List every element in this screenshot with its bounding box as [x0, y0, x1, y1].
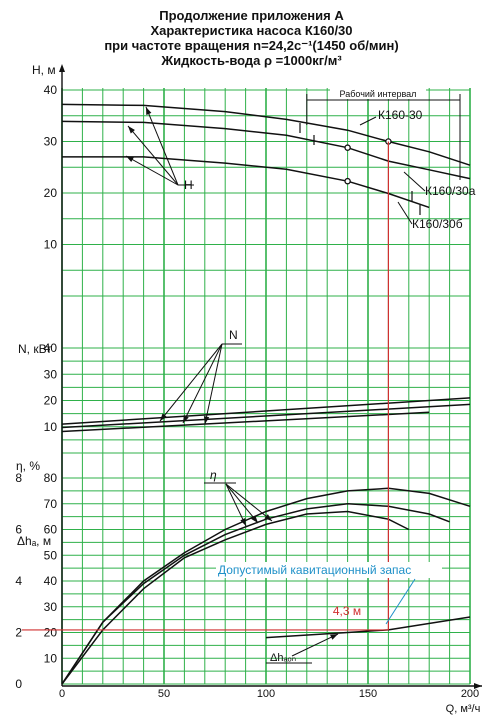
y-tick-label-N: 40 [44, 341, 58, 355]
operating-point-marker [344, 177, 351, 185]
y-axis-label-H: H, м [32, 63, 56, 77]
x-tick-label: 50 [158, 688, 170, 700]
y-tick-label-N: 10 [44, 420, 58, 434]
pointer-arrow-head [128, 126, 135, 134]
y-tick-label-H: 30 [44, 135, 58, 149]
y-tick-label-N: 30 [44, 367, 58, 381]
y-axis-label-N: N, кВт [18, 342, 52, 356]
x-tick-label: 100 [257, 688, 275, 700]
y-tick-label-eta: 60 [44, 523, 58, 537]
pointer-arrow-head [126, 156, 134, 163]
series-line-N1 [61, 397, 471, 425]
y-tick-label-eta: 20 [44, 626, 58, 640]
series-line-η2 [61, 503, 450, 685]
y-tick-label-H: 20 [44, 186, 58, 200]
pointer-arrow [225, 483, 247, 527]
pointer-arrow-head [330, 634, 338, 640]
series-label-leader [359, 116, 377, 126]
y-tick-label-N: 20 [44, 394, 58, 408]
secondary-tick-label: 4 [15, 574, 22, 588]
dh-curve-label: Δhₐₒₙ [270, 652, 296, 664]
series-line-К160-30 [61, 103, 471, 166]
pointer-arrow-head [160, 413, 167, 421]
y-tick-label-H: 40 [44, 83, 58, 97]
y-tick-label-eta: 10 [44, 651, 58, 665]
secondary-tick-label: 2 [15, 626, 22, 640]
pointer-arrow [225, 483, 259, 524]
x-axis-label: Q, м³/ч [446, 703, 481, 715]
title-line-4: Жидкость-вода ρ =1000кг/м³ [161, 53, 342, 68]
series-line-η3 [61, 510, 410, 685]
y-tick-label-eta: 30 [44, 600, 58, 614]
series-label-K160-30: К160-30 [378, 108, 423, 122]
secondary-tick-label: 8 [15, 471, 22, 485]
pointer-arrow [145, 106, 179, 186]
x-tick-label: 150 [359, 688, 377, 700]
title-line-1: Продолжение приложения А [159, 8, 344, 23]
pointer-arrow [182, 343, 223, 424]
series-line-η1 [61, 487, 471, 685]
interval-label: Рабочий интервал [340, 89, 417, 99]
annotation-value-4-3m: 4,3 м [333, 604, 361, 618]
pointer-arrow [291, 633, 339, 657]
x-tick-label: 200 [461, 688, 479, 700]
pointer-arrow [125, 155, 179, 186]
pointer-arrow [204, 343, 223, 425]
y-axis-label-eta: η, % [16, 459, 40, 473]
secondary-tick-label: 6 [15, 523, 22, 537]
y-tick-label-eta: 70 [44, 497, 58, 511]
annotation-cavitation-margin: Допустимый кавитационный запас [218, 563, 411, 577]
pointer-arrow-head [183, 415, 189, 423]
operating-point-marker [344, 144, 351, 151]
pointer-arrow [225, 483, 273, 522]
pointer-arrow-head [203, 416, 210, 424]
secondary-tick-label: 0 [15, 677, 22, 691]
x-axis-arrow [474, 683, 482, 689]
series-line-К160/30а [61, 120, 471, 180]
pointer-arrow-head [264, 514, 272, 521]
x-tick-label: 0 [59, 688, 65, 700]
y-tick-label-H: 10 [44, 238, 58, 252]
pointer-label-eta: η [210, 468, 217, 482]
pointer-arrow [127, 125, 179, 186]
series-line-N3 [61, 411, 430, 433]
pointer-label-N: N [229, 328, 238, 342]
y-tick-label-eta: 80 [44, 471, 58, 485]
title-line-3: при частоте вращения n=24,2с⁻¹(1450 об/м… [104, 38, 399, 53]
title-line-2: Характеристика насоса К160/30 [150, 23, 353, 38]
annotation-leader [385, 578, 416, 625]
annotation-bg [216, 562, 442, 578]
y-axis-arrow [59, 64, 65, 72]
series-label-leader [403, 171, 426, 192]
interval-label-bg [330, 88, 426, 99]
pointer-arrow-head [146, 107, 152, 115]
series-label-K160-30b: К160/30б [412, 217, 463, 231]
y-tick-label-eta: 50 [44, 548, 58, 562]
pointer-arrow-head [240, 518, 246, 526]
series-label-leader [397, 201, 413, 225]
series-line-N2 [61, 403, 471, 429]
secondary-axis-label-dh: Δhₐ, м [17, 534, 51, 548]
y-tick-label-eta: 40 [44, 574, 58, 588]
pointer-arrow-head [251, 515, 258, 523]
series-label-K160-30a: К160/30а [425, 184, 476, 198]
series-line-Δh [265, 616, 471, 639]
pointer-arrow [159, 343, 223, 422]
